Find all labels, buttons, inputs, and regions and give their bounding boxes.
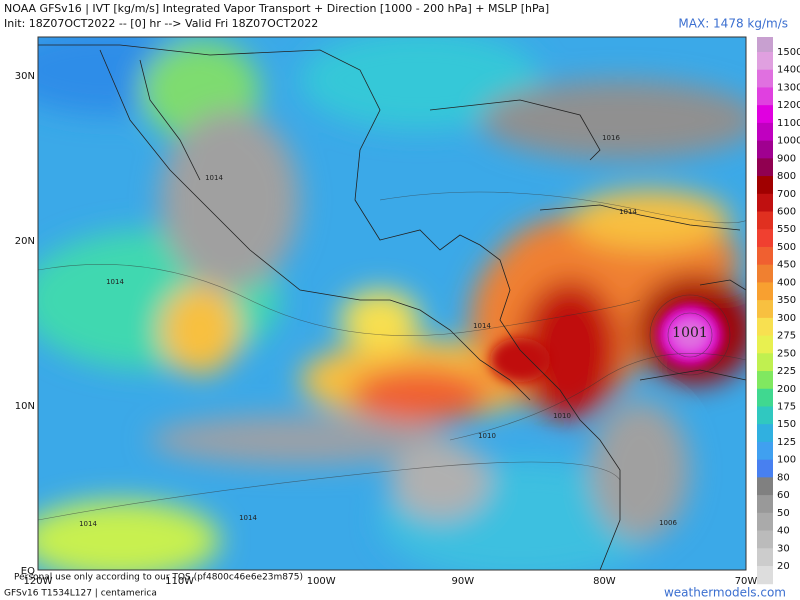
contour-label: 1010 — [553, 412, 571, 420]
colorbar-swatch — [757, 424, 773, 443]
colorbar-label: 40 — [777, 526, 790, 537]
site: weathermodels.com — [664, 586, 786, 600]
lon-label: 120W — [24, 576, 53, 587]
colorbar-label: 600 — [777, 207, 796, 218]
contour-label: 1014 — [473, 322, 491, 330]
contour-label: 1014 — [619, 208, 637, 216]
ivt-field: 1014 1014 1014 1016 1014 1001 1010 1010 1014 1014… — [38, 37, 746, 570]
contour-label: 1014 — [205, 174, 223, 182]
colorbar-swatch — [757, 406, 773, 425]
colorbar-label: 500 — [777, 242, 796, 253]
colorbar-label: 450 — [777, 260, 796, 271]
contour-label: 1016 — [602, 134, 620, 142]
colorbar-label: 800 — [777, 171, 796, 182]
colorbar-label: 30 — [777, 543, 790, 554]
lon-label: 80W — [593, 576, 616, 587]
colorbar-label: 300 — [777, 313, 796, 324]
colorbar-swatch — [757, 52, 773, 71]
colorbar-swatch — [757, 282, 773, 301]
lon-label: 110W — [165, 576, 194, 587]
colorbar-swatch — [757, 530, 773, 549]
colorbar-swatch — [757, 353, 773, 372]
lon-label: 90W — [451, 576, 474, 587]
colorbar-label: 100 — [777, 455, 796, 466]
contour-label: 1010 — [478, 432, 496, 440]
lat-label: 30N — [15, 71, 35, 82]
model-info: GFSv16 T1534L127 | centamerica — [4, 589, 157, 599]
isobars — [38, 191, 746, 521]
map-frame — [37, 36, 747, 571]
contour-label: 1014 — [106, 278, 124, 286]
colorbar-swatch — [757, 300, 773, 319]
colorbar-swatch — [757, 495, 773, 514]
colorbar-label: 1300 — [777, 82, 800, 93]
colorbar-label: 150 — [777, 419, 796, 430]
colorbar-label: 900 — [777, 153, 796, 164]
colorbar-label: 1200 — [777, 100, 800, 111]
colorbar-swatch — [757, 69, 773, 88]
colorbar-swatch — [757, 140, 773, 159]
colorbar-swatch — [757, 105, 773, 124]
colorbar-swatch — [757, 371, 773, 390]
colorbar-label: 275 — [777, 331, 796, 342]
contour-label: 1006 — [659, 519, 677, 527]
colorbar-swatch — [757, 176, 773, 195]
colorbar-swatch — [757, 246, 773, 266]
colorbar-label: 80 — [777, 472, 790, 483]
colorbar-label: 700 — [777, 189, 796, 200]
colorbar-label: 225 — [777, 366, 796, 377]
colorbar-swatch — [757, 388, 773, 407]
colorbar-label: 125 — [777, 437, 796, 448]
contour-label: 1001 — [672, 325, 708, 341]
colorbar-label: 20 — [777, 561, 790, 572]
colorbar-label: 1100 — [777, 118, 800, 129]
colorbar-label: 1000 — [777, 136, 800, 147]
colorbar-label: 250 — [777, 348, 796, 359]
disclaimer: Personal use only according to our TOS (… — [14, 573, 303, 583]
lon-label: 70W — [735, 576, 758, 587]
colorbar-label: 60 — [777, 490, 790, 501]
lat-label: 10N — [15, 401, 35, 412]
title: NOAA GFSv16 | IVT [kg/m/s] Integrated Va… — [4, 2, 549, 15]
colorbar-swatch — [757, 122, 773, 142]
colorbar-label: 550 — [777, 224, 796, 235]
colorbar-swatch — [757, 459, 773, 478]
colorbar-swatch — [757, 158, 773, 177]
lat-label: EQ — [21, 566, 35, 577]
lat-label: 20N — [15, 236, 35, 247]
colorbar-label: 50 — [777, 508, 790, 519]
colorbar-label: 1500 — [777, 47, 800, 58]
colorbar-label: 350 — [777, 295, 796, 306]
colorbar-swatch — [757, 317, 773, 337]
colorbar-label: 175 — [777, 401, 796, 412]
colorbar-label: 1400 — [777, 65, 800, 76]
coastlines — [38, 44, 746, 570]
colorbar-swatch — [757, 335, 773, 354]
colorbar-swatch — [757, 37, 773, 52]
colorbar-swatch — [757, 512, 773, 532]
contour-label: 1014 — [79, 520, 97, 528]
colorbar-swatch — [757, 477, 773, 496]
subtitle: Init: 18Z07OCT2022 -- [0] hr --> Valid F… — [4, 17, 318, 30]
colorbar-label: 200 — [777, 384, 796, 395]
contour-label: 1014 — [239, 514, 257, 522]
colorbar-swatch — [757, 87, 773, 106]
colorbar-swatch — [757, 548, 773, 567]
colorbar-swatch — [757, 211, 773, 230]
colorbar-swatch — [757, 566, 773, 585]
lon-label: 100W — [307, 576, 336, 587]
colorbar-label: 400 — [777, 277, 796, 288]
colorbar-swatch — [757, 229, 773, 248]
colorbar-swatch — [757, 441, 773, 461]
colorbar-swatch — [757, 193, 773, 213]
colorbar-swatch — [757, 264, 773, 283]
max-label: MAX: 1478 kg/m/s — [678, 17, 788, 31]
